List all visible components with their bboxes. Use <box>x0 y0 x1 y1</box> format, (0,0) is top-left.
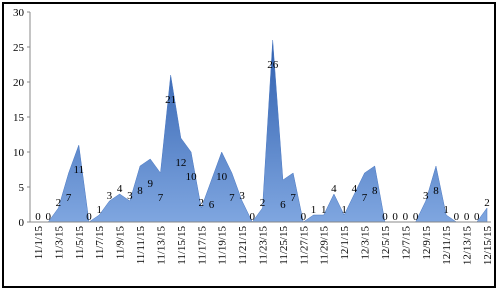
data-label: 1 <box>341 204 347 216</box>
data-label: 7 <box>158 192 164 204</box>
x-tick-label: 11/1/15 <box>33 226 45 260</box>
x-tick-label: 12/5/15 <box>380 226 392 260</box>
data-label: 9 <box>148 178 154 190</box>
data-label: 2 <box>56 197 62 209</box>
x-tick-label: 11/23/15 <box>258 226 270 265</box>
data-label: 0 <box>35 211 41 223</box>
y-tick-label: 10 <box>13 147 25 159</box>
data-label: 7 <box>229 192 235 204</box>
data-label: 21 <box>165 94 176 106</box>
data-label: 7 <box>66 192 72 204</box>
data-label: 11 <box>74 164 85 176</box>
data-label: 12 <box>175 157 186 169</box>
data-label: 7 <box>362 192 368 204</box>
data-label: 8 <box>433 185 439 197</box>
data-label: 4 <box>117 183 123 195</box>
data-label: 3 <box>127 190 133 202</box>
x-tick-label: 12/1/15 <box>339 226 351 260</box>
x-tick-label: 12/7/15 <box>400 226 412 260</box>
data-label: 8 <box>137 185 143 197</box>
data-label: 0 <box>464 211 470 223</box>
y-tick-label: 0 <box>19 217 25 229</box>
data-label: 1 <box>443 204 449 216</box>
data-label: 1 <box>96 204 102 216</box>
data-label: 0 <box>413 211 419 223</box>
x-tick-label: 12/3/15 <box>360 226 372 260</box>
data-label: 4 <box>331 183 337 195</box>
y-tick-label: 15 <box>13 112 25 124</box>
data-label: 2 <box>199 197 205 209</box>
x-tick-label: 11/27/15 <box>298 226 310 265</box>
y-tick-label: 25 <box>13 42 25 54</box>
data-label: 2 <box>260 197 266 209</box>
x-tick-label: 11/3/15 <box>53 226 65 260</box>
data-label: 10 <box>216 171 228 183</box>
y-tick-label: 30 <box>13 7 25 19</box>
x-tick-label: 11/7/15 <box>94 226 106 260</box>
x-tick-label: 11/9/15 <box>115 226 127 260</box>
data-label: 26 <box>267 59 279 71</box>
data-label: 1 <box>321 204 327 216</box>
data-label: 0 <box>403 211 409 223</box>
x-tick-label: 11/5/15 <box>74 226 86 260</box>
data-label: 2 <box>484 197 490 209</box>
x-tick-label: 11/19/15 <box>217 226 229 265</box>
data-label: 8 <box>372 185 378 197</box>
data-label: 0 <box>45 211 51 223</box>
data-label: 6 <box>280 199 286 211</box>
area <box>38 39 488 223</box>
data-label: 0 <box>454 211 460 223</box>
x-tick-label: 11/17/15 <box>196 226 208 265</box>
x-tick-label: 12/15/15 <box>482 226 494 266</box>
x-tick-label: 11/15/15 <box>176 226 188 265</box>
data-label: 10 <box>186 171 198 183</box>
x-tick-label: 11/25/15 <box>278 226 290 265</box>
data-label: 0 <box>474 211 480 223</box>
x-tick-label: 12/11/15 <box>441 226 453 265</box>
x-tick-label: 11/21/15 <box>237 226 249 265</box>
x-tick-label: 11/11/15 <box>135 226 147 265</box>
data-label: 4 <box>352 183 358 195</box>
data-label: 0 <box>382 211 388 223</box>
x-tick-label: 12/13/15 <box>462 226 474 266</box>
y-tick-label: 5 <box>19 182 25 194</box>
data-label: 0 <box>392 211 398 223</box>
data-label: 3 <box>107 190 113 202</box>
x-tick-label: 11/13/15 <box>155 226 167 265</box>
data-label: 6 <box>209 199 215 211</box>
data-label: 0 <box>250 211 256 223</box>
chart-frame <box>2 2 496 288</box>
y-tick-label: 20 <box>13 77 25 89</box>
data-label: 3 <box>423 190 429 202</box>
data-label: 1 <box>311 204 317 216</box>
data-label: 3 <box>239 190 245 202</box>
data-label: 0 <box>86 211 92 223</box>
x-tick-label: 12/9/15 <box>421 226 433 260</box>
data-label: 7 <box>290 192 296 204</box>
x-tick-label: 11/29/15 <box>319 226 331 265</box>
data-label: 0 <box>301 211 307 223</box>
